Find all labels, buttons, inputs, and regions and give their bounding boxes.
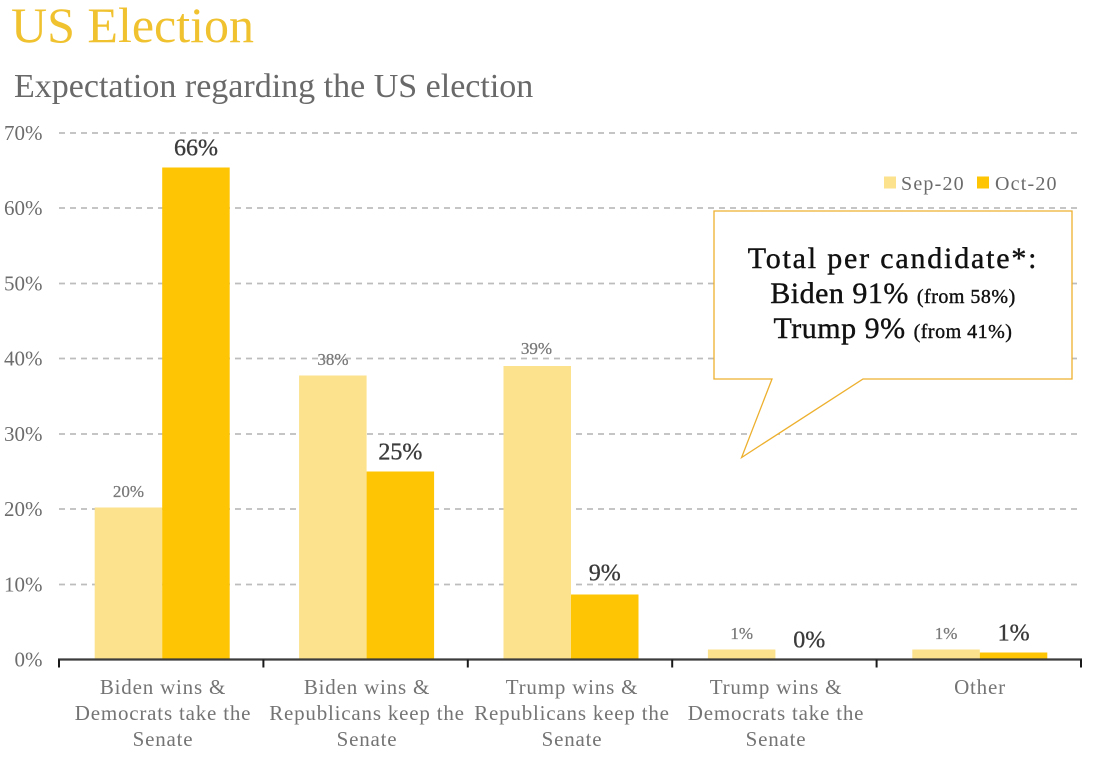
svg-text:1%: 1% bbox=[998, 621, 1030, 647]
svg-text:Total per candidate*:: Total per candidate*: bbox=[748, 242, 1039, 275]
svg-text:10%: 10% bbox=[4, 573, 43, 597]
svg-text:1%: 1% bbox=[730, 624, 753, 643]
svg-text:Sep-20: Sep-20 bbox=[901, 173, 965, 195]
svg-text:20%: 20% bbox=[4, 497, 43, 521]
svg-text:30%: 30% bbox=[4, 422, 43, 446]
svg-text:50%: 50% bbox=[4, 272, 43, 296]
svg-text:Oct-20: Oct-20 bbox=[995, 173, 1058, 195]
svg-text:60%: 60% bbox=[4, 196, 43, 220]
svg-text:1%: 1% bbox=[935, 624, 958, 643]
svg-text:25%: 25% bbox=[378, 440, 422, 466]
svg-text:0%: 0% bbox=[15, 648, 43, 672]
svg-text:20%: 20% bbox=[113, 482, 144, 501]
svg-text:38%: 38% bbox=[317, 350, 348, 369]
svg-text:66%: 66% bbox=[174, 136, 218, 162]
svg-text:9%: 9% bbox=[589, 561, 621, 587]
svg-text:40%: 40% bbox=[4, 347, 43, 371]
svg-text:0%: 0% bbox=[793, 628, 825, 654]
svg-text:39%: 39% bbox=[521, 339, 552, 358]
svg-text:70%: 70% bbox=[4, 121, 43, 145]
